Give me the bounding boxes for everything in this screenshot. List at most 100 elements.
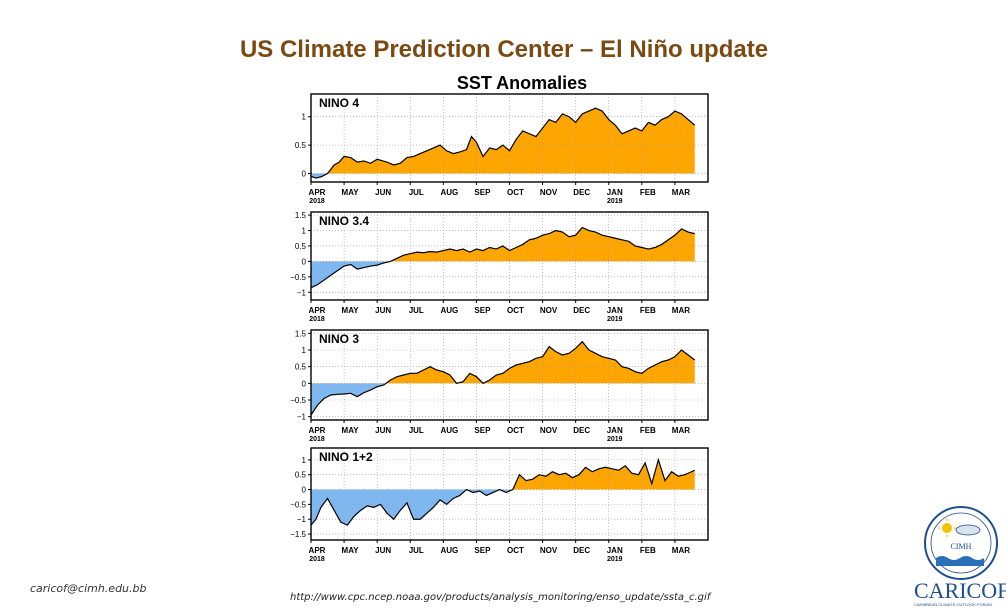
x-tick-label: JAN xyxy=(607,426,623,435)
waves-icon xyxy=(936,556,984,566)
x-tick-label: SEP xyxy=(474,546,491,555)
chart-svg: SST Anomalies NINO 4 0 0.5 1 APR MAY JUN JUL AUG… xyxy=(290,73,709,563)
x-tick-label: NOV xyxy=(540,546,558,555)
y-tick-label: 0 xyxy=(302,486,307,495)
x-tick-label: DEC xyxy=(573,546,590,555)
cimh-logo: CIMH xyxy=(924,506,998,580)
x-tick-label: AUG xyxy=(440,426,458,435)
x-tick-label: JAN xyxy=(607,546,623,555)
x-tick-label: MAR xyxy=(672,426,690,435)
y-tick-label: −0.5 xyxy=(290,396,306,405)
y-tick-label: −1.5 xyxy=(290,530,306,539)
x-tick-label: JUN xyxy=(375,426,391,435)
x-year-label: 2019 xyxy=(607,198,623,205)
positive-anomaly-area xyxy=(385,341,695,384)
footer-email: caricof@cimh.edu.bb xyxy=(30,582,147,595)
x-year-label: 2019 xyxy=(607,316,623,323)
slide-title: US Climate Prediction Center – El Niño u… xyxy=(239,36,769,63)
x-tick-label: OCT xyxy=(507,306,524,315)
y-tick-label: 1.5 xyxy=(295,329,307,338)
x-tick-label: OCT xyxy=(507,188,524,197)
series-line xyxy=(311,457,696,526)
x-tick-label: AUG xyxy=(440,188,458,197)
series-line xyxy=(311,226,695,289)
positive-anomaly-area xyxy=(311,227,695,262)
x-tick-label: APR xyxy=(309,188,326,197)
y-tick-label: 1 xyxy=(302,113,307,122)
caricof-logo-text: CARICOF xyxy=(914,578,1006,603)
positive-anomaly-area xyxy=(311,108,695,174)
panel-1: NINO 3.4 −1 −0.5 0 0.5 1 1.5 APR MAY JUN JUL AUG SEP… xyxy=(290,211,709,323)
panel-name: NINO 4 xyxy=(319,96,359,110)
y-tick-label: 1.5 xyxy=(295,211,307,220)
x-year-label: 2019 xyxy=(607,556,623,563)
x-tick-label: DEC xyxy=(573,306,590,315)
panel-0: NINO 4 0 0.5 1 APR MAY JUN JUL AUG SEP OCT NOV DEC JA… xyxy=(295,93,709,205)
y-tick-label: −0.5 xyxy=(290,500,306,509)
x-tick-label: APR xyxy=(309,306,326,315)
y-tick-label: 0.5 xyxy=(295,141,307,150)
x-tick-label: APR xyxy=(309,426,326,435)
x-tick-label: FEB xyxy=(640,306,656,315)
y-tick-label: 1 xyxy=(302,456,307,465)
x-year-label: 2018 xyxy=(309,436,325,443)
x-tick-label: DEC xyxy=(573,426,590,435)
x-year-label: 2018 xyxy=(309,198,325,205)
y-tick-label: 1 xyxy=(302,227,307,236)
y-tick-label: 0 xyxy=(302,257,307,266)
x-tick-label: JUN xyxy=(375,188,391,197)
x-tick-label: FEB xyxy=(640,426,656,435)
y-tick-label: −1 xyxy=(297,515,307,524)
x-tick-label: SEP xyxy=(474,306,491,315)
x-tick-label: NOV xyxy=(540,188,558,197)
cloud-icon xyxy=(955,524,981,536)
panel-2: NINO 3 −1 −0.5 0 0.5 1 1.5 APR MAY JUN JUL AUG SEP OC… xyxy=(290,329,709,443)
x-tick-label: MAY xyxy=(342,188,360,197)
x-tick-label: SEP xyxy=(474,426,491,435)
x-tick-label: OCT xyxy=(507,546,524,555)
panel-name: NINO 3.4 xyxy=(319,214,369,228)
x-tick-label: JUL xyxy=(409,188,424,197)
negative-anomaly-area xyxy=(311,489,695,526)
caricof-logo: CARICOF CARIBBEAN CLIMATE OUTLOOK FORUM xyxy=(914,578,1006,607)
y-tick-label: 0.5 xyxy=(295,471,307,480)
y-tick-label: 1 xyxy=(302,346,307,355)
y-tick-label: 0 xyxy=(302,379,307,388)
x-year-label: 2019 xyxy=(607,436,623,443)
panel-3: NINO 1+2 −1.5 −1 −0.5 0 0.5 1 APR MAY JUN JUL AUG SE… xyxy=(290,447,709,563)
x-tick-label: AUG xyxy=(440,546,458,555)
sst-anomalies-chart: SST Anomalies NINO 4 0 0.5 1 APR MAY JUN JUL AUG… xyxy=(276,68,716,568)
x-tick-label: JUL xyxy=(409,306,424,315)
y-tick-label: 0.5 xyxy=(295,242,307,251)
positive-anomaly-area xyxy=(512,459,695,490)
x-tick-label: APR xyxy=(309,546,326,555)
x-year-label: 2018 xyxy=(309,556,325,563)
x-tick-label: JUN xyxy=(375,306,391,315)
x-tick-label: JAN xyxy=(607,188,623,197)
y-tick-label: −1 xyxy=(297,413,307,422)
series-line xyxy=(311,107,696,179)
x-tick-label: JAN xyxy=(607,306,623,315)
caricof-logo-subtitle: CARIBBEAN CLIMATE OUTLOOK FORUM xyxy=(914,602,992,607)
negative-anomaly-area xyxy=(311,261,695,288)
cimh-logo-text: CIMH xyxy=(951,542,972,551)
x-tick-label: JUN xyxy=(375,546,391,555)
x-tick-label: MAY xyxy=(342,546,360,555)
y-tick-label: −0.5 xyxy=(290,273,306,282)
x-tick-label: NOV xyxy=(540,306,558,315)
x-tick-label: JUL xyxy=(409,426,424,435)
x-year-label: 2018 xyxy=(309,316,325,323)
x-tick-label: SEP xyxy=(474,188,491,197)
sun-icon xyxy=(942,523,952,533)
panel-name: NINO 3 xyxy=(319,332,359,346)
x-tick-label: JUL xyxy=(409,546,424,555)
x-tick-label: MAY xyxy=(342,306,360,315)
y-tick-label: 0.5 xyxy=(295,363,307,372)
x-tick-label: DEC xyxy=(573,188,590,197)
x-tick-label: NOV xyxy=(540,426,558,435)
x-tick-label: FEB xyxy=(640,188,656,197)
x-tick-label: AUG xyxy=(440,306,458,315)
x-tick-label: MAR xyxy=(672,306,690,315)
y-tick-label: −1 xyxy=(297,288,307,297)
x-tick-label: MAR xyxy=(672,188,690,197)
